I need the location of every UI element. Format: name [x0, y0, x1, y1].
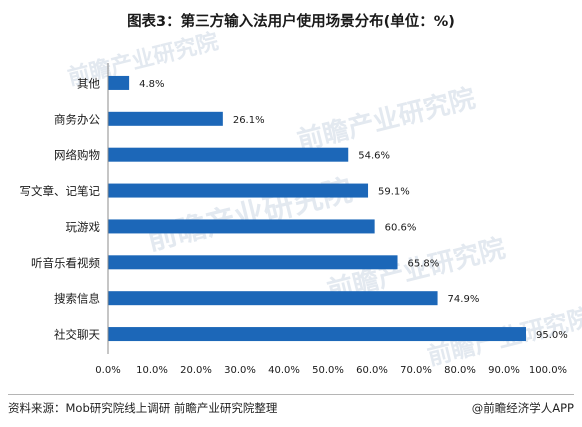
x-tick-label: 20.0% — [180, 365, 212, 376]
bar — [108, 291, 438, 306]
bars-layer: 其他 4.8% 商务办公 26.1% 网络购物 54.6% 写文章、记笔记 59.1% 玩游戏 6… — [20, 75, 568, 342]
data-label: 95.0% — [536, 330, 568, 341]
category-label: 社交聊天 — [54, 328, 100, 342]
category-label: 玩游戏 — [66, 220, 101, 234]
data-label: 74.9% — [448, 294, 480, 305]
bar — [108, 75, 130, 90]
category-label: 网络购物 — [54, 148, 100, 162]
data-label: 65.8% — [408, 258, 440, 269]
x-tick-label: 80.0% — [444, 365, 476, 376]
x-tick-label: 100.0% — [529, 365, 567, 376]
bar — [108, 219, 375, 234]
x-tick-label: 90.0% — [488, 365, 520, 376]
x-axis: 0.0% 10.0% 20.0% 30.0% 40.0% 50.0% 60.0% 70.0% 8… — [95, 63, 567, 376]
x-tick-label: 0.0% — [95, 365, 120, 376]
x-tick-label: 50.0% — [312, 365, 344, 376]
watermark-text: 前瞻产业研究院 — [294, 83, 478, 157]
bar — [108, 255, 398, 270]
category-label: 其他 — [77, 76, 100, 90]
footer-divider — [8, 394, 574, 395]
data-label: 59.1% — [378, 187, 410, 198]
x-tick-label: 10.0% — [136, 365, 168, 376]
bar — [108, 111, 223, 126]
category-label: 搜索信息 — [54, 292, 100, 306]
data-label: 4.8% — [139, 79, 164, 90]
x-tick-label: 60.0% — [356, 365, 388, 376]
x-tick-label: 30.0% — [224, 365, 256, 376]
data-label: 60.6% — [385, 222, 417, 233]
bar — [108, 147, 349, 162]
data-label: 26.1% — [233, 115, 265, 126]
bar — [108, 327, 526, 342]
footer: 资料来源：Mob研究院线上调研 前瞻产业研究院整理 @前瞻经济学人APP — [8, 394, 574, 420]
bar-chart: 前瞻产业研究院前瞻产业研究院前瞻产业研究院前瞻产业研究院前瞻产业研究院 其他4.… — [20, 28, 582, 376]
source-note: 资料来源：Mob研究院线上调研 前瞻产业研究院整理 — [8, 401, 278, 415]
chart-title: 图表3：第三方输入法用户使用场景分布(单位：%) — [127, 14, 455, 30]
brand-credit: @前瞻经济学人APP — [471, 401, 574, 415]
category-label: 商务办公 — [54, 112, 100, 126]
data-label: 54.6% — [358, 151, 390, 162]
category-label: 写文章、记笔记 — [20, 184, 101, 198]
x-tick-label: 40.0% — [268, 365, 300, 376]
category-label: 听音乐看视频 — [31, 256, 100, 270]
x-tick-label: 70.0% — [400, 365, 432, 376]
bar — [108, 183, 369, 198]
